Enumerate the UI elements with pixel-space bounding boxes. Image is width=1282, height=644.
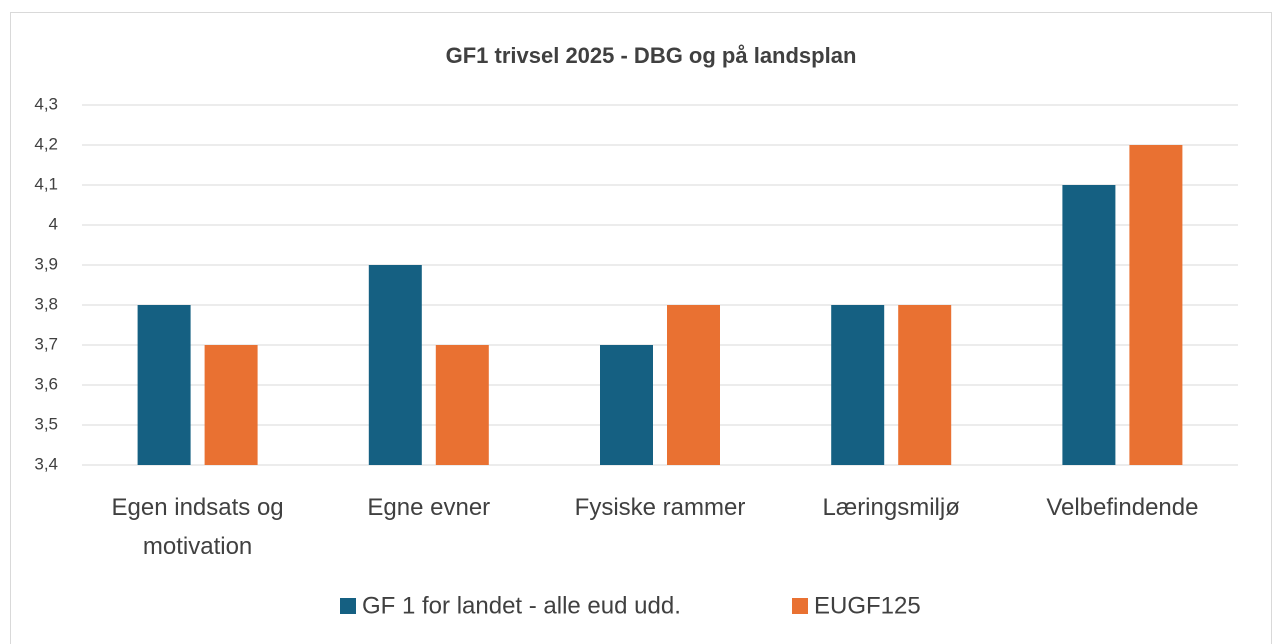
x-tick-label: Egen indsats og motivation [111, 494, 284, 560]
y-tick-label: 3,6 [34, 374, 58, 393]
bar [435, 345, 489, 465]
legend-label: GF 1 for landet - alle eud udd. [362, 592, 681, 619]
y-tick-label: 4,2 [34, 134, 58, 153]
legend-label: EUGF125 [814, 592, 921, 619]
y-tick-label: 3,5 [34, 414, 58, 433]
y-tick-label: 4,3 [34, 94, 58, 113]
bar [600, 345, 653, 465]
y-tick-label: 3,9 [34, 254, 58, 273]
bar [898, 305, 952, 465]
y-tick-label: 3,8 [34, 294, 58, 313]
bar [1129, 145, 1183, 465]
bar [667, 305, 720, 465]
x-tick-label: Læringsmiljø [822, 494, 960, 521]
chart-border [10, 12, 1272, 644]
chart-title: GF1 trivsel 2025 - DBG og på landsplan [446, 43, 857, 68]
x-tick-label: Fysiske rammer [574, 494, 746, 521]
legend-swatch [792, 598, 808, 614]
y-tick-label: 4,1 [34, 174, 58, 193]
y-tick-label: 4 [49, 214, 58, 233]
bar [204, 345, 258, 465]
x-tick-label: Egne evner [367, 494, 491, 521]
legend-swatch [340, 598, 356, 614]
bar [1062, 185, 1116, 465]
bar [831, 305, 885, 465]
y-tick-label: 3,7 [34, 334, 58, 353]
bar [137, 305, 191, 465]
y-tick-label: 3,4 [34, 454, 58, 473]
x-tick-label: Velbefindende [1046, 494, 1199, 521]
bar [368, 265, 422, 465]
